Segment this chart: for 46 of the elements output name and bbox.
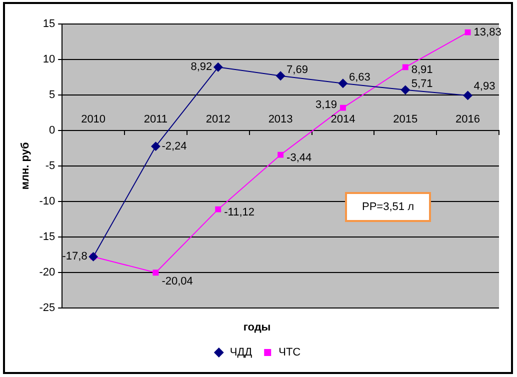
point — [338, 78, 348, 88]
point — [151, 142, 160, 151]
data-label: -2,24 — [162, 140, 187, 152]
x-tick-label: 2014 — [330, 113, 356, 126]
legend-label: ЧТС — [278, 346, 301, 359]
y-tick-label: 5 — [48, 88, 56, 101]
point — [463, 90, 472, 100]
y-tick-label: -15 — [39, 230, 56, 243]
data-label: 3,19 — [316, 98, 337, 111]
data-label: 4,93 — [474, 80, 496, 92]
y-tick-label: -10 — [39, 195, 56, 208]
annotation: РР=3,51 л — [345, 192, 431, 222]
y-tick-label: -20 — [39, 266, 56, 278]
point — [464, 29, 471, 36]
point — [152, 270, 159, 276]
y-tick-label: 0 — [48, 124, 56, 136]
y-tick-label: 15 — [42, 18, 56, 30]
y-tick-label: -25 — [39, 302, 56, 314]
point — [276, 71, 286, 80]
data-label: 7,69 — [286, 64, 308, 76]
data-label: 6,63 — [348, 71, 370, 84]
point — [214, 62, 223, 72]
data-label: -3,44 — [286, 152, 312, 164]
y-tick-label: -5 — [45, 160, 56, 172]
x-tick-label: 2013 — [268, 113, 293, 126]
data-label: -20,04 — [162, 276, 193, 288]
data-label: 8,91 — [411, 64, 433, 76]
legend-label: ЧДД — [230, 346, 253, 359]
data-label: -17,8 — [62, 250, 88, 263]
x-tick-label: 2010 — [81, 113, 106, 126]
point — [278, 152, 284, 158]
point — [402, 64, 408, 70]
data-label: 13,83 — [474, 26, 502, 38]
x-tick-label: 2011 — [144, 113, 168, 126]
y-tick-label: 10 — [42, 54, 56, 66]
point — [400, 85, 410, 94]
point — [340, 104, 346, 111]
data-label: 8,92 — [190, 61, 212, 74]
data-label: 5,71 — [411, 78, 433, 90]
data-label: -11,12 — [224, 206, 255, 218]
x-tick-label: 2012 — [206, 113, 230, 126]
x-axis-title: годы — [243, 321, 271, 334]
point — [215, 206, 222, 212]
y-axis-title: млн. руб — [20, 142, 32, 190]
x-tick-label: 2016 — [456, 113, 480, 126]
x-tick-label: 2015 — [393, 113, 418, 126]
